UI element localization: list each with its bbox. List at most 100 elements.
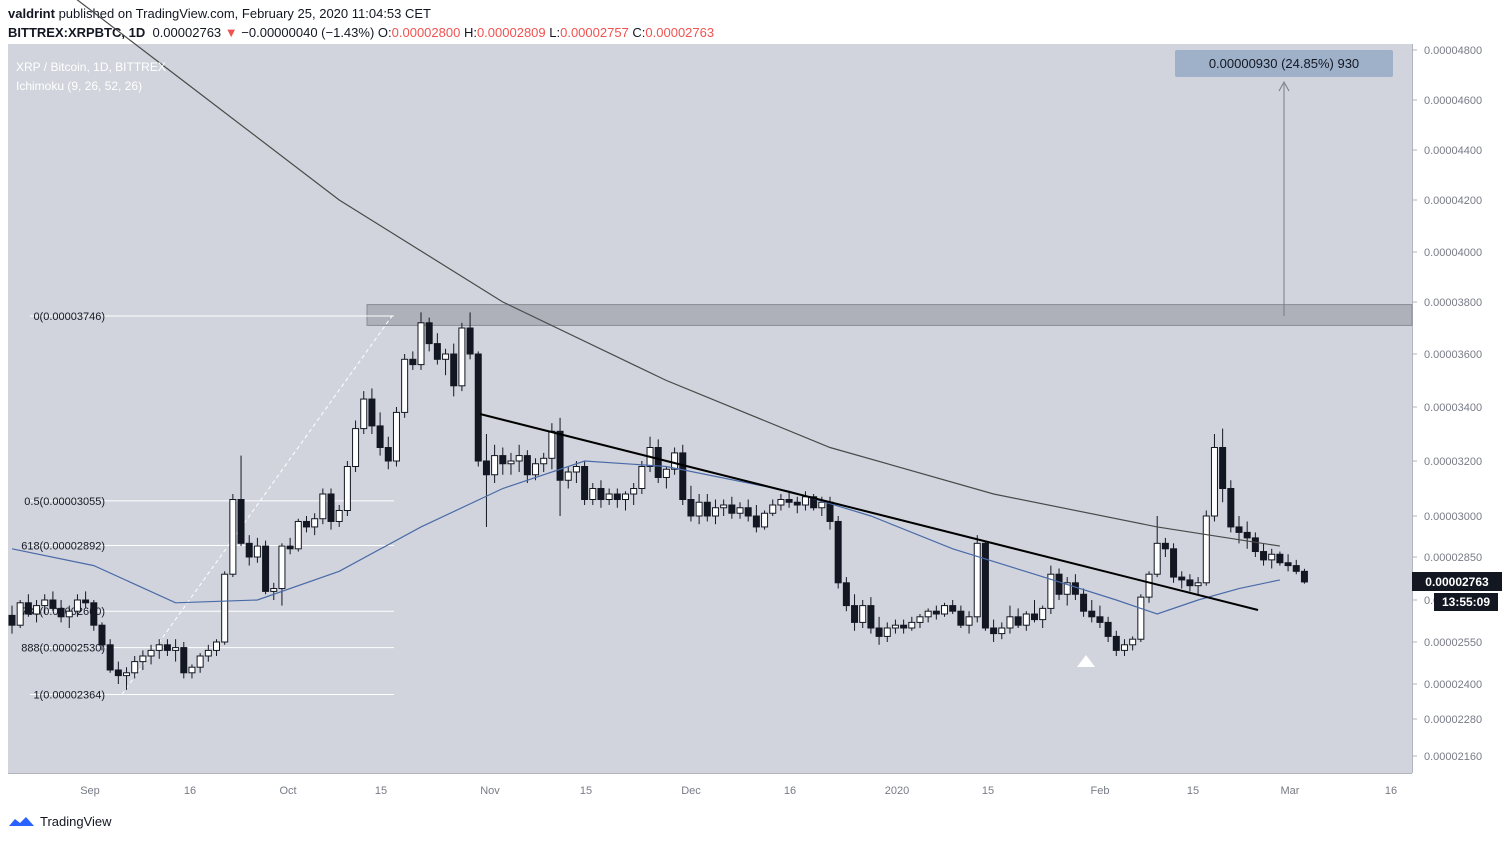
candle-body[interactable]	[253, 545, 261, 558]
candle-body[interactable]	[368, 398, 376, 427]
candle-body[interactable]	[1161, 542, 1169, 550]
candle-body[interactable]	[597, 488, 605, 500]
candle-body[interactable]	[41, 599, 49, 607]
candle-body[interactable]	[1063, 582, 1071, 595]
candle-body[interactable]	[1243, 531, 1251, 539]
candle-body[interactable]	[589, 488, 597, 500]
candle-body[interactable]	[957, 610, 965, 626]
candle-body[interactable]	[924, 610, 932, 618]
candle-body[interactable]	[376, 425, 384, 448]
candle-body[interactable]	[278, 545, 286, 590]
candle-body[interactable]	[1235, 526, 1243, 533]
candle-body[interactable]	[564, 471, 572, 481]
candle-body[interactable]	[229, 499, 237, 575]
candle-body[interactable]	[466, 327, 474, 355]
ichimoku-legend[interactable]: Ichimoku (9, 26, 52, 26)	[16, 79, 143, 93]
candle-body[interactable]	[270, 588, 278, 592]
candle-body[interactable]	[1047, 573, 1055, 609]
candle-body[interactable]	[1202, 515, 1210, 584]
candle-body[interactable]	[335, 510, 343, 522]
candle-body[interactable]	[1031, 613, 1038, 621]
candle-body[interactable]	[932, 610, 940, 615]
candle-body[interactable]	[1251, 537, 1259, 553]
candle-body[interactable]	[695, 501, 703, 517]
candle-body[interactable]	[900, 624, 908, 629]
candle-body[interactable]	[671, 452, 679, 470]
footer-brand[interactable]: TradingView	[40, 814, 112, 829]
candle-body[interactable]	[1112, 635, 1120, 651]
candle-body[interactable]	[736, 507, 744, 514]
candle-body[interactable]	[1300, 570, 1308, 583]
candle-body[interactable]	[777, 499, 785, 506]
candle-body[interactable]	[1210, 447, 1218, 517]
candle-body[interactable]	[327, 493, 335, 522]
candle-body[interactable]	[891, 624, 899, 629]
candle-body[interactable]	[1145, 573, 1153, 598]
candle-body[interactable]	[859, 605, 867, 623]
candle-body[interactable]	[82, 599, 90, 604]
chart-area[interactable]	[8, 44, 1412, 773]
candle-body[interactable]	[1071, 582, 1079, 595]
measure-label[interactable]: 0.00000930 (24.85%) 930	[1175, 50, 1393, 77]
candle-body[interactable]	[131, 661, 139, 674]
candle-body[interactable]	[319, 493, 327, 520]
candle-body[interactable]	[1080, 593, 1088, 612]
candle-body[interactable]	[605, 493, 613, 500]
candle-body[interactable]	[499, 455, 507, 465]
candle-body[interactable]	[65, 610, 73, 618]
candle-body[interactable]	[711, 507, 719, 517]
candle-body[interactable]	[941, 605, 949, 615]
candle-body[interactable]	[507, 460, 515, 465]
candle-body[interactable]	[1219, 447, 1227, 489]
candle-body[interactable]	[1178, 576, 1186, 581]
candle-body[interactable]	[73, 599, 81, 612]
candle-body[interactable]	[1096, 616, 1104, 623]
candle-body[interactable]	[458, 327, 466, 387]
candle-body[interactable]	[769, 504, 777, 514]
candle-body[interactable]	[720, 504, 728, 509]
candle-body[interactable]	[761, 512, 769, 528]
candle-body[interactable]	[155, 644, 163, 651]
candle-body[interactable]	[450, 353, 458, 387]
candle-body[interactable]	[826, 501, 834, 522]
ichimoku-dark-line[interactable]	[12, 0, 1280, 547]
candle-body[interactable]	[172, 647, 180, 651]
candle-body[interactable]	[810, 496, 818, 509]
candle-body[interactable]	[57, 607, 65, 618]
candle-body[interactable]	[491, 455, 499, 476]
candle-body[interactable]	[204, 649, 212, 657]
candle-body[interactable]	[474, 353, 482, 462]
candle-body[interactable]	[532, 463, 540, 476]
candle-body[interactable]	[302, 520, 310, 528]
candle-body[interactable]	[1055, 573, 1063, 595]
candle-body[interactable]	[818, 501, 826, 509]
candle-body[interactable]	[139, 655, 147, 663]
candle-body[interactable]	[49, 599, 57, 609]
candle-body[interactable]	[801, 496, 809, 506]
candle-body[interactable]	[1194, 582, 1202, 587]
candle-body[interactable]	[556, 430, 564, 481]
candle-body[interactable]	[703, 501, 711, 517]
descending-trendline[interactable]	[479, 413, 1259, 611]
candle-body[interactable]	[728, 504, 736, 514]
candle-body[interactable]	[294, 520, 302, 550]
candle-body[interactable]	[883, 627, 891, 637]
candle-body[interactable]	[1268, 553, 1276, 561]
time-axis[interactable]	[8, 773, 1412, 807]
candle-body[interactable]	[98, 624, 106, 646]
author-name[interactable]: valdrint	[8, 6, 55, 21]
candle-body[interactable]	[123, 672, 131, 677]
candle-body[interactable]	[679, 452, 687, 500]
candle-body[interactable]	[572, 466, 580, 473]
candle-body[interactable]	[990, 627, 998, 635]
candle-body[interactable]	[1137, 596, 1145, 640]
candle-body[interactable]	[916, 616, 924, 623]
candle-body[interactable]	[515, 455, 523, 462]
triangle-marker-icon[interactable]	[1077, 655, 1095, 667]
candle-body[interactable]	[352, 428, 360, 468]
candle-body[interactable]	[654, 447, 662, 478]
candle-body[interactable]	[8, 614, 16, 626]
candle-body[interactable]	[1227, 488, 1235, 528]
candle-body[interactable]	[867, 605, 875, 629]
candle-body[interactable]	[662, 468, 670, 478]
